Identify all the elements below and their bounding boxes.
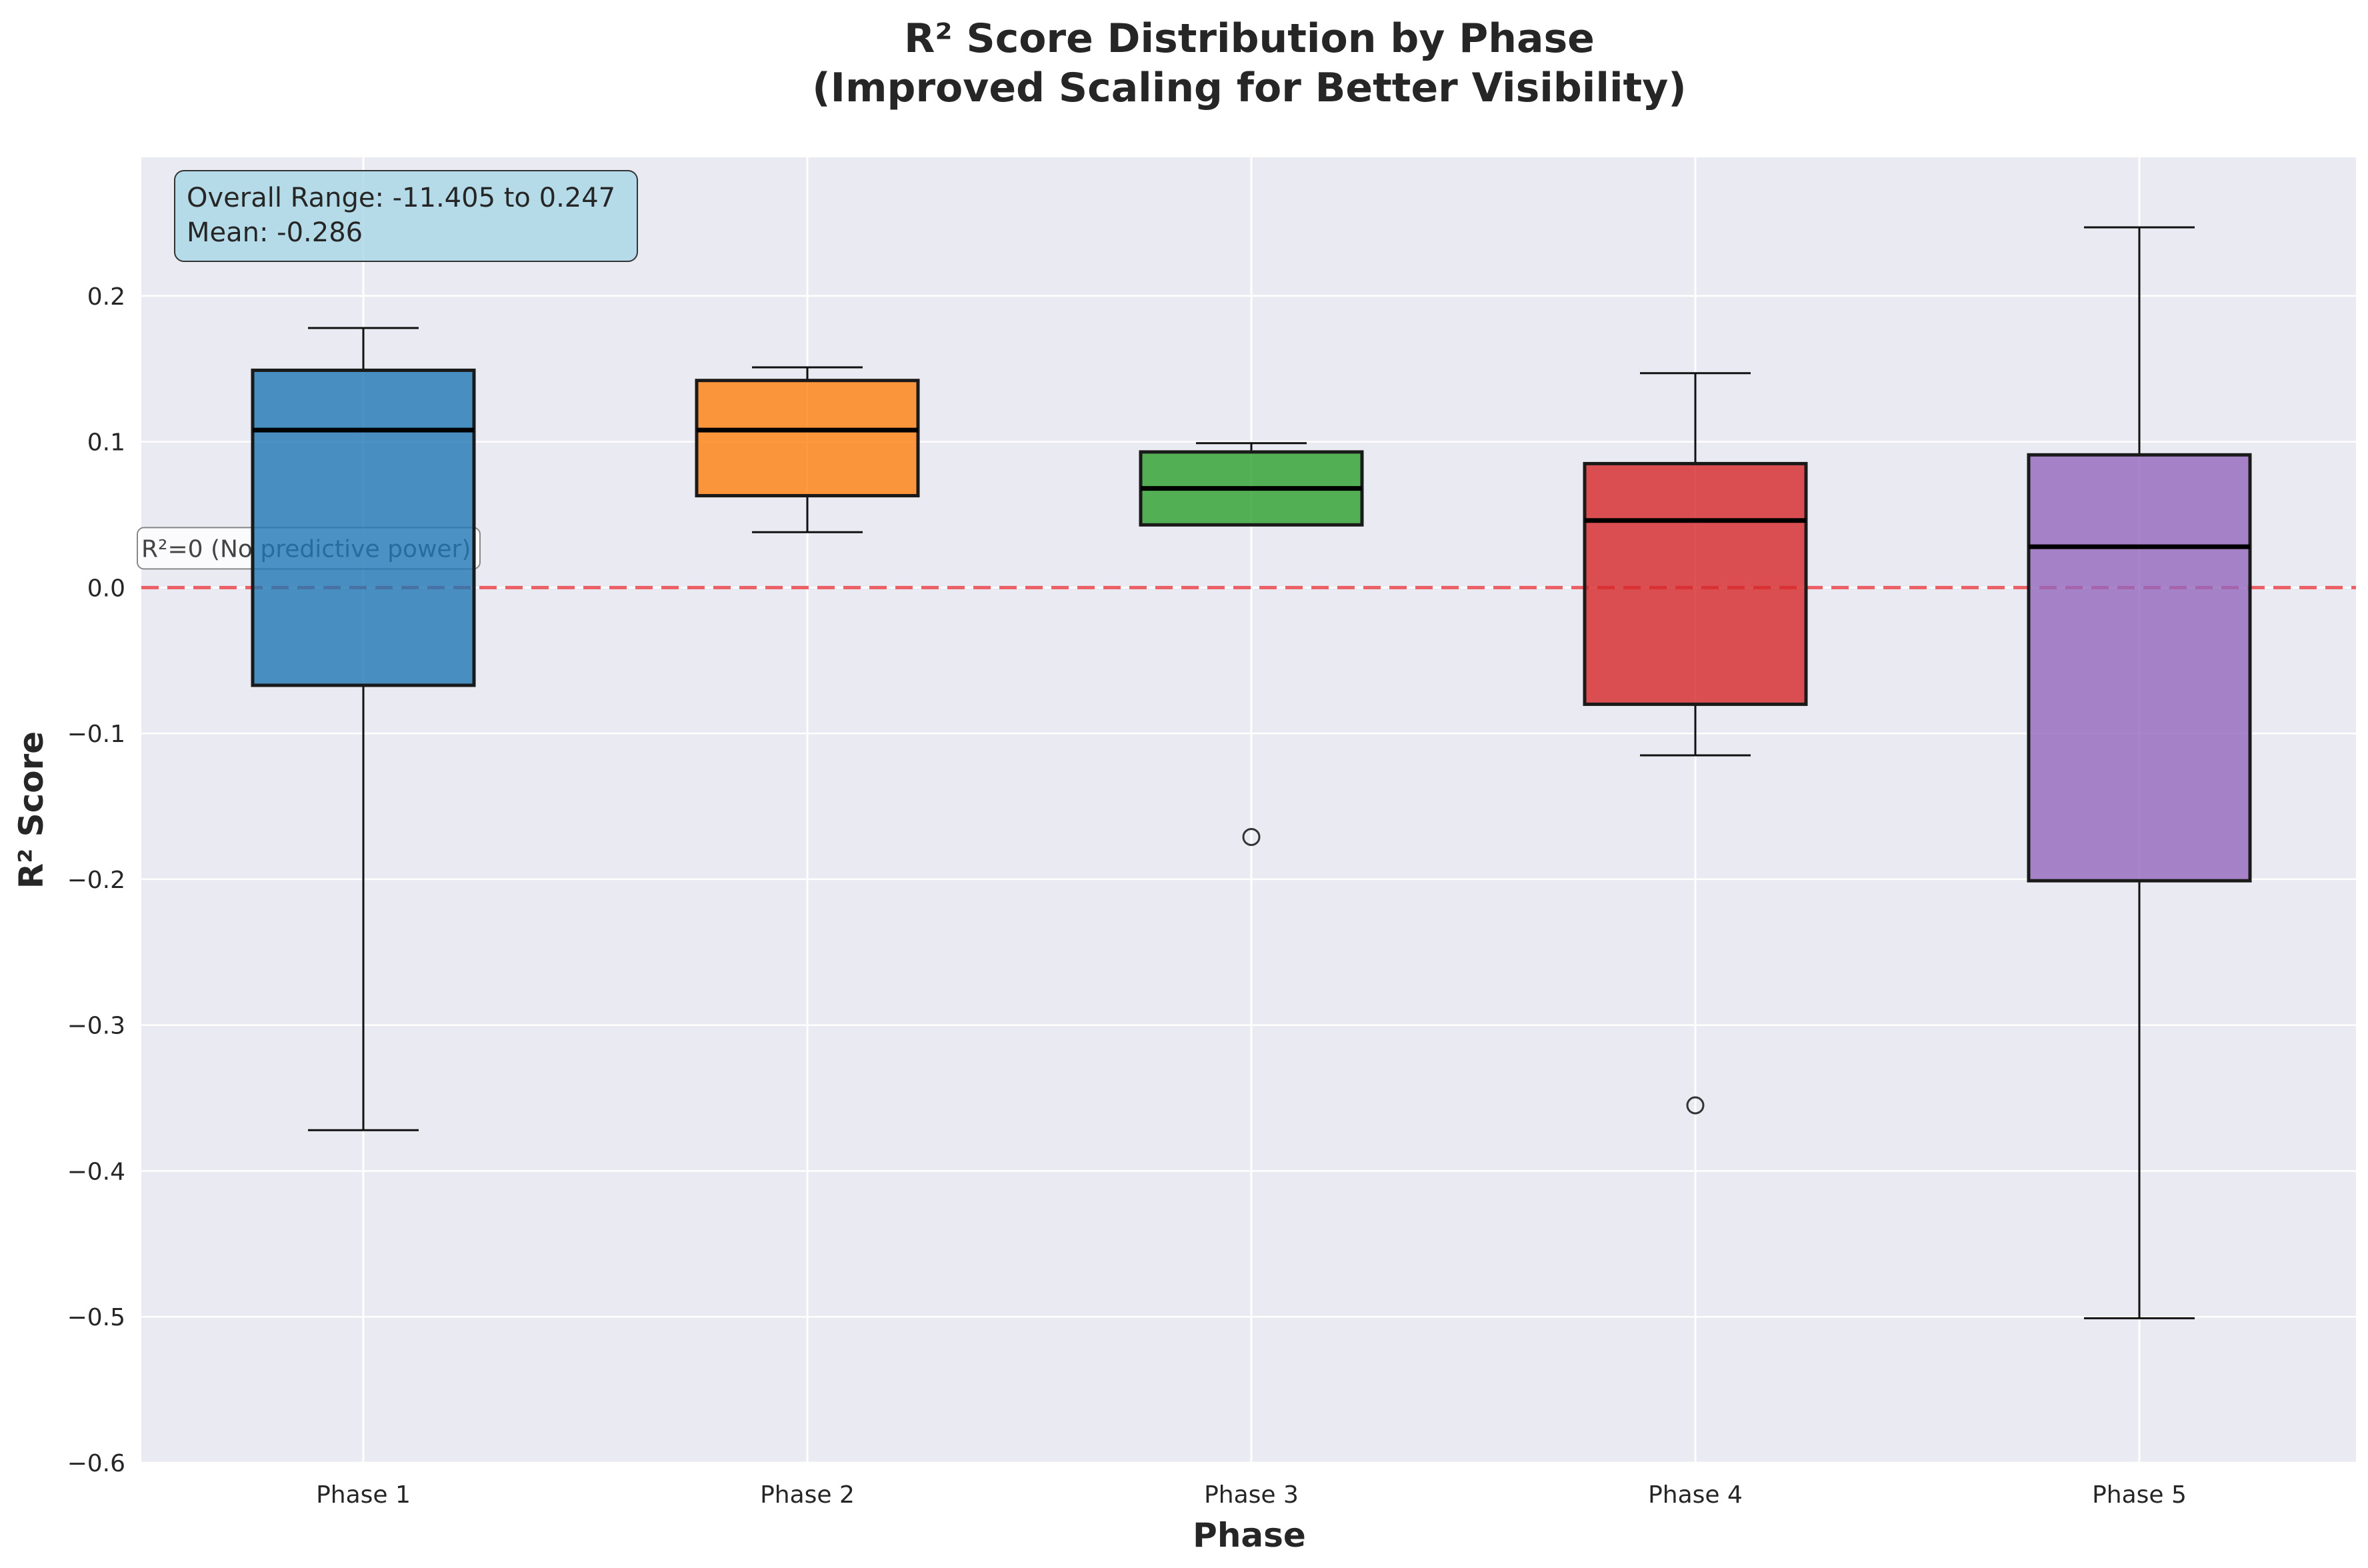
y-tick-label: 0.1 bbox=[87, 429, 125, 457]
y-tick-label: −0.5 bbox=[67, 1304, 125, 1331]
box-5 bbox=[2027, 226, 2252, 1319]
box-3 bbox=[1139, 442, 1364, 846]
plot-area bbox=[141, 157, 2356, 1463]
info-box: Overall Range: -11.405 to 0.247 Mean: -0… bbox=[174, 170, 638, 262]
boxes bbox=[251, 226, 2252, 1319]
iqr-box bbox=[251, 368, 476, 687]
x-axis-label: Phase bbox=[1193, 1516, 1306, 1555]
y-tick-label: −0.2 bbox=[67, 867, 125, 894]
y-tick-labels: −0.6 −0.5 −0.4 −0.3 −0.2 −0.1 0.0 0.1 0.2 bbox=[67, 283, 125, 1477]
x-tick-label: Phase 2 bbox=[760, 1481, 855, 1509]
x-tick-label: Phase 1 bbox=[316, 1481, 411, 1509]
iqr-box bbox=[1583, 461, 1808, 706]
y-tick-label: −0.1 bbox=[67, 721, 125, 748]
box-1 bbox=[251, 327, 476, 1131]
box-2 bbox=[695, 366, 920, 533]
info-box-background bbox=[174, 170, 638, 262]
iqr-box bbox=[2027, 453, 2252, 883]
y-tick-label: −0.4 bbox=[67, 1158, 125, 1185]
chart-title-line1: R² Score Distribution by Phase bbox=[904, 15, 1595, 62]
x-tick-labels: Phase 1 Phase 2 Phase 3 Phase 4 Phase 5 bbox=[316, 1481, 2187, 1509]
y-axis-label: R² Score bbox=[12, 731, 51, 889]
chart-title-line2: (Improved Scaling for Better Visibility) bbox=[812, 65, 1686, 111]
info-range-text: Overall Range: -11.405 to 0.247 bbox=[187, 183, 615, 213]
y-tick-label: −0.6 bbox=[67, 1450, 125, 1477]
info-mean-text: Mean: -0.286 bbox=[187, 217, 363, 248]
chart-title: R² Score Distribution by Phase (Improved… bbox=[812, 15, 1686, 111]
box-4 bbox=[1583, 372, 1808, 1115]
y-tick-label: 0.0 bbox=[87, 575, 125, 602]
x-tick-label: Phase 5 bbox=[2092, 1481, 2187, 1509]
outlier-point bbox=[1242, 827, 1261, 846]
x-tick-label: Phase 3 bbox=[1204, 1481, 1299, 1509]
iqr-box bbox=[695, 379, 920, 498]
y-tick-label: 0.2 bbox=[87, 283, 125, 311]
y-tick-label: −0.3 bbox=[67, 1013, 125, 1040]
outlier-point bbox=[1686, 1096, 1705, 1115]
x-tick-label: Phase 4 bbox=[1648, 1481, 1743, 1509]
